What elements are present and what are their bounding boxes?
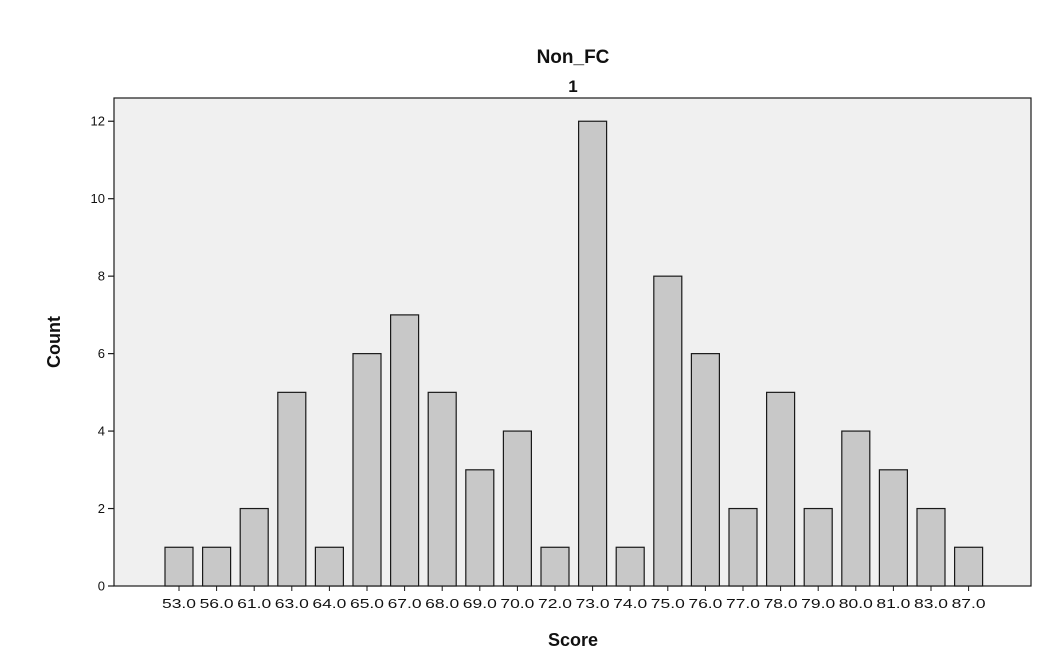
plot-area [113, 97, 1032, 587]
bar [540, 546, 570, 587]
y-axis-title: Count [44, 316, 64, 368]
x-tick-label: 65.0 [350, 596, 384, 611]
bar [615, 546, 645, 587]
x-tick-label: 76.0 [688, 596, 722, 611]
bar [803, 507, 833, 587]
y-tick-label: 0 [98, 579, 105, 594]
x-axis: 53.0 56.0 61.0 63.0 64.0 65.0 67.0 68.0 69.0 70.0… [162, 586, 986, 611]
bar [390, 314, 420, 587]
chart-subtitle: 1 [568, 77, 577, 96]
bar [277, 391, 307, 587]
x-tick-label: 53.0 [162, 596, 196, 611]
y-tick-label: 8 [98, 269, 105, 284]
bar [314, 546, 344, 587]
x-tick-label: 61.0 [237, 596, 271, 611]
x-tick-label: 75.0 [651, 596, 685, 611]
x-tick-label: 63.0 [275, 596, 309, 611]
y-tick-label: 6 [98, 346, 105, 361]
bar [953, 546, 984, 587]
y-axis: 0 2 4 6 8 10 12 [91, 114, 114, 594]
bar [653, 275, 683, 587]
x-tick-label: 69.0 [463, 596, 497, 611]
bar [164, 546, 194, 587]
x-tick-label: 70.0 [500, 596, 534, 611]
x-tick-label: 79.0 [801, 596, 835, 611]
bar [427, 391, 457, 587]
bar [728, 507, 758, 587]
bars-group [164, 120, 984, 587]
bar [202, 546, 232, 587]
x-tick-label: 87.0 [952, 596, 986, 611]
x-tick-label: 68.0 [425, 596, 459, 611]
x-tick-label: 72.0 [538, 596, 572, 611]
x-tick-label: 56.0 [200, 596, 234, 611]
x-tick-label: 74.0 [613, 596, 647, 611]
x-tick-label: 81.0 [876, 596, 910, 611]
bar [916, 507, 946, 587]
bar [577, 120, 608, 587]
x-tick-label: 77.0 [726, 596, 760, 611]
bar [690, 353, 721, 587]
x-tick-label: 64.0 [312, 596, 346, 611]
bar [841, 430, 871, 587]
x-tick-label: 83.0 [914, 596, 948, 611]
chart-title: Non_FC [537, 47, 610, 68]
y-tick-label: 10 [91, 191, 105, 206]
x-tick-label: 67.0 [388, 596, 422, 611]
bar [239, 507, 269, 587]
y-tick-label: 2 [98, 501, 105, 516]
bar [502, 430, 532, 587]
x-tick-label: 73.0 [576, 596, 610, 611]
y-tick-label: 12 [91, 114, 105, 129]
bar [765, 391, 796, 587]
x-tick-label: 80.0 [839, 596, 873, 611]
x-tick-label: 78.0 [764, 596, 798, 611]
bar [878, 469, 909, 587]
bar [352, 353, 382, 587]
y-tick-label: 4 [98, 424, 105, 439]
x-axis-title: Score [548, 630, 598, 650]
bar [465, 469, 495, 587]
